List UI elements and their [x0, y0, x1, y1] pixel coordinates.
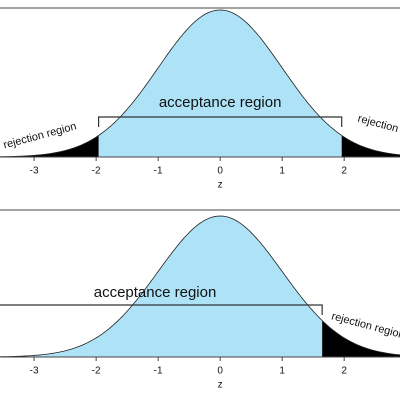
x-tick-label: -2: [92, 166, 101, 177]
bracket: [98, 116, 343, 127]
rejection-label: rejection: [356, 113, 399, 135]
rejection-area: [322, 320, 400, 357]
x-tick-label: -2: [92, 366, 101, 377]
bracket: [0, 304, 323, 315]
acceptance-label: acceptance region: [159, 94, 282, 111]
x-tick-label: 2: [341, 366, 347, 377]
x-tick-label: -1: [154, 366, 163, 377]
x-tick-label: 0: [217, 366, 223, 377]
x-axis-label: z: [218, 180, 223, 191]
x-axis-label: z: [218, 380, 223, 391]
x-tick-label: 0: [217, 166, 223, 177]
x-tick-label: 1: [279, 166, 285, 177]
x-tick-label: -1: [154, 166, 163, 177]
acceptance-label: acceptance region: [94, 284, 217, 301]
density-curve: [0, 9, 400, 158]
rejection-area: [341, 135, 400, 157]
x-tick-label: 1: [279, 366, 285, 377]
x-tick-label: -3: [30, 166, 39, 177]
acceptance-area: [0, 216, 323, 357]
x-tick-label: 2: [341, 166, 347, 177]
x-tick-label: -3: [30, 366, 39, 377]
acceptance-area: [98, 10, 342, 157]
density-curve: [0, 215, 400, 358]
rejection-area: [0, 135, 99, 157]
rejection-label: rejection region: [2, 120, 78, 151]
